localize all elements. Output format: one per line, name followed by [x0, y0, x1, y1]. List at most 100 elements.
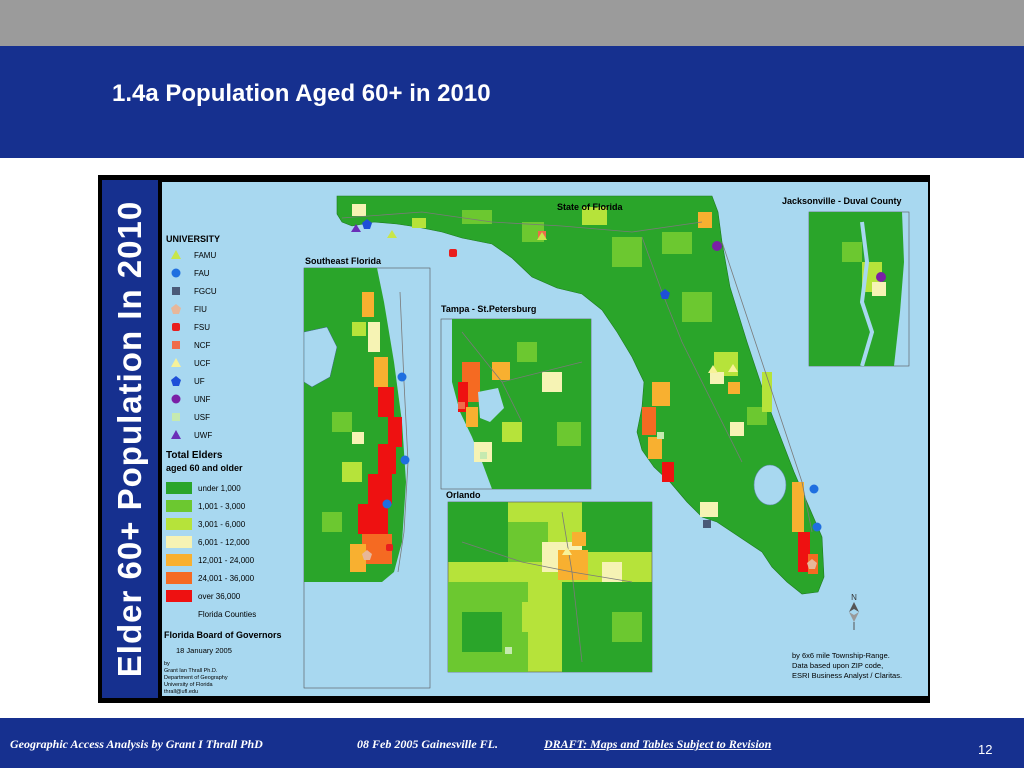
lake-okeechobee — [753, 464, 787, 506]
slide-title: 1.4a Population Aged 60+ in 2010 — [112, 80, 491, 107]
legend-fau-circle-icon — [171, 268, 181, 278]
university-legend-label: UF — [194, 377, 205, 386]
footer-draft-note: DRAFT: Maps and Tables Subject to Revisi… — [544, 737, 772, 751]
population-legend-label: over 36,000 — [198, 592, 241, 601]
interstate-roads — [341, 211, 813, 533]
marker-famu — [387, 230, 397, 238]
legend-famu-triangle-icon — [171, 250, 181, 259]
marker-fau — [809, 484, 819, 494]
population-legend-subtitle: aged 60 and older — [166, 463, 243, 473]
legend-uwf-triangle-icon — [171, 430, 181, 439]
credit-line: by — [164, 661, 170, 667]
slide-footer — [0, 718, 1024, 768]
population-legend-label: 12,001 - 24,000 — [198, 556, 255, 565]
source-note-line: by 6x6 mile Township-Range. — [792, 651, 890, 660]
inset-label-state: State of Florida — [557, 202, 623, 212]
university-legend-label: FAMU — [194, 251, 216, 260]
population-legend-label: 1,001 - 3,000 — [198, 502, 246, 511]
marker-uf — [660, 289, 670, 299]
legend-ncf-square-icon — [172, 341, 180, 349]
inset-tampa — [440, 318, 592, 490]
legend-fgcu-square-icon — [172, 287, 180, 295]
marker-fiu — [362, 550, 372, 560]
marker-usf — [505, 647, 512, 654]
university-legend-title: UNIVERSITY — [166, 234, 220, 244]
inset-jacksonville — [808, 211, 910, 367]
population-legend-swatch — [166, 482, 192, 494]
population-legend-label: 6,001 - 12,000 — [198, 538, 250, 547]
marker-ucf — [708, 365, 718, 373]
svg-text:N: N — [851, 593, 857, 602]
university-legend-label: FIU — [194, 305, 207, 314]
legend-fsu-roundsquare-icon — [172, 323, 180, 331]
population-legend-swatch — [166, 572, 192, 584]
population-legend-label: Florida Counties — [198, 610, 256, 619]
marker-famu — [537, 232, 547, 240]
source-note-line: Data based upon ZIP code, — [792, 661, 883, 670]
population-legend-swatch — [166, 554, 192, 566]
legend-ucf-triangle-icon — [171, 358, 181, 367]
side-title-band — [102, 180, 158, 698]
marker-fau — [397, 372, 407, 382]
population-legend-swatch — [166, 608, 192, 620]
marker-unf — [712, 241, 722, 251]
slide-header — [0, 46, 1024, 158]
footer-author: Geographic Access Analysis by Grant I Th… — [10, 737, 263, 751]
side-title: Elder 60+ Population In 2010 — [111, 200, 148, 678]
population-legend-label: under 1,000 — [198, 484, 241, 493]
university-legend-label: UNF — [194, 395, 211, 404]
marker-ucf — [562, 547, 572, 555]
marker-uwf — [351, 224, 361, 232]
population-legend-swatch — [166, 536, 192, 548]
marker-fgcu — [703, 520, 711, 528]
credit-block: 18 January 2005 by Grant Ian Thrall Ph.D… — [164, 646, 232, 695]
credit-line: University of Florida — [164, 682, 214, 688]
marker-ncf — [458, 402, 465, 409]
marker-ucf — [728, 364, 738, 372]
legend-usf-square-icon — [172, 413, 180, 421]
inset-southeast — [303, 267, 431, 689]
footer-date-place: 08 Feb 2005 Gainesville FL. — [357, 737, 498, 751]
university-legend-label: USF — [194, 413, 210, 422]
population-legend-swatch — [166, 518, 192, 530]
marker-fiu — [807, 559, 817, 569]
credit-line: Department of Geography — [164, 675, 228, 681]
state-map — [336, 195, 825, 595]
marker-fau — [812, 522, 822, 532]
credit-line: thrall@ufl.edu — [164, 689, 198, 695]
marker-usf — [480, 452, 487, 459]
university-legend-label: UCF — [194, 359, 211, 368]
marker-fsu — [386, 544, 393, 551]
top-grey-bar — [0, 0, 1024, 46]
credit-date: 18 January 2005 — [176, 646, 232, 655]
credit-line: Grant Ian Thrall Ph.D. — [164, 668, 218, 674]
university-legend: UNIVERSITY FAMU FAU FGCU FIU FSU NCF UCF UF UNF U… — [166, 234, 220, 440]
inset-label-tampa: Tampa - St.Petersburg — [441, 304, 536, 314]
org-name: Florida Board of Governors — [164, 630, 282, 640]
inset-label-southeast: Southeast Florida — [305, 256, 382, 266]
university-legend-label: NCF — [194, 341, 211, 350]
page-number: 12 — [978, 742, 993, 757]
university-legend-label: FSU — [194, 323, 210, 332]
marker-fau — [400, 455, 410, 465]
marker-fsu — [449, 249, 457, 257]
marker-usf — [657, 432, 664, 439]
university-legend-label: UWF — [194, 431, 212, 440]
population-legend: Total Elders aged 60 and older under 1,0… — [166, 450, 256, 620]
university-markers — [351, 219, 886, 654]
source-note: by 6x6 mile Township-Range. Data based u… — [792, 651, 902, 680]
population-legend-swatch — [166, 590, 192, 602]
inset-label-jacksonville: Jacksonville - Duval County — [782, 196, 902, 206]
marker-uf — [362, 219, 372, 229]
inset-label-orlando: Orlando — [446, 490, 481, 500]
population-legend-label: 3,001 - 6,000 — [198, 520, 246, 529]
north-arrow-icon: N — [849, 593, 859, 630]
legend-unf-circle-icon — [171, 394, 181, 404]
university-legend-label: FGCU — [194, 287, 217, 296]
university-legend-label: FAU — [194, 269, 210, 278]
population-legend-swatch — [166, 500, 192, 512]
inset-orlando — [447, 501, 653, 673]
marker-fau — [382, 499, 392, 509]
population-legend-label: 24,001 - 36,000 — [198, 574, 255, 583]
legend-uf-pentagon-icon — [171, 376, 181, 386]
